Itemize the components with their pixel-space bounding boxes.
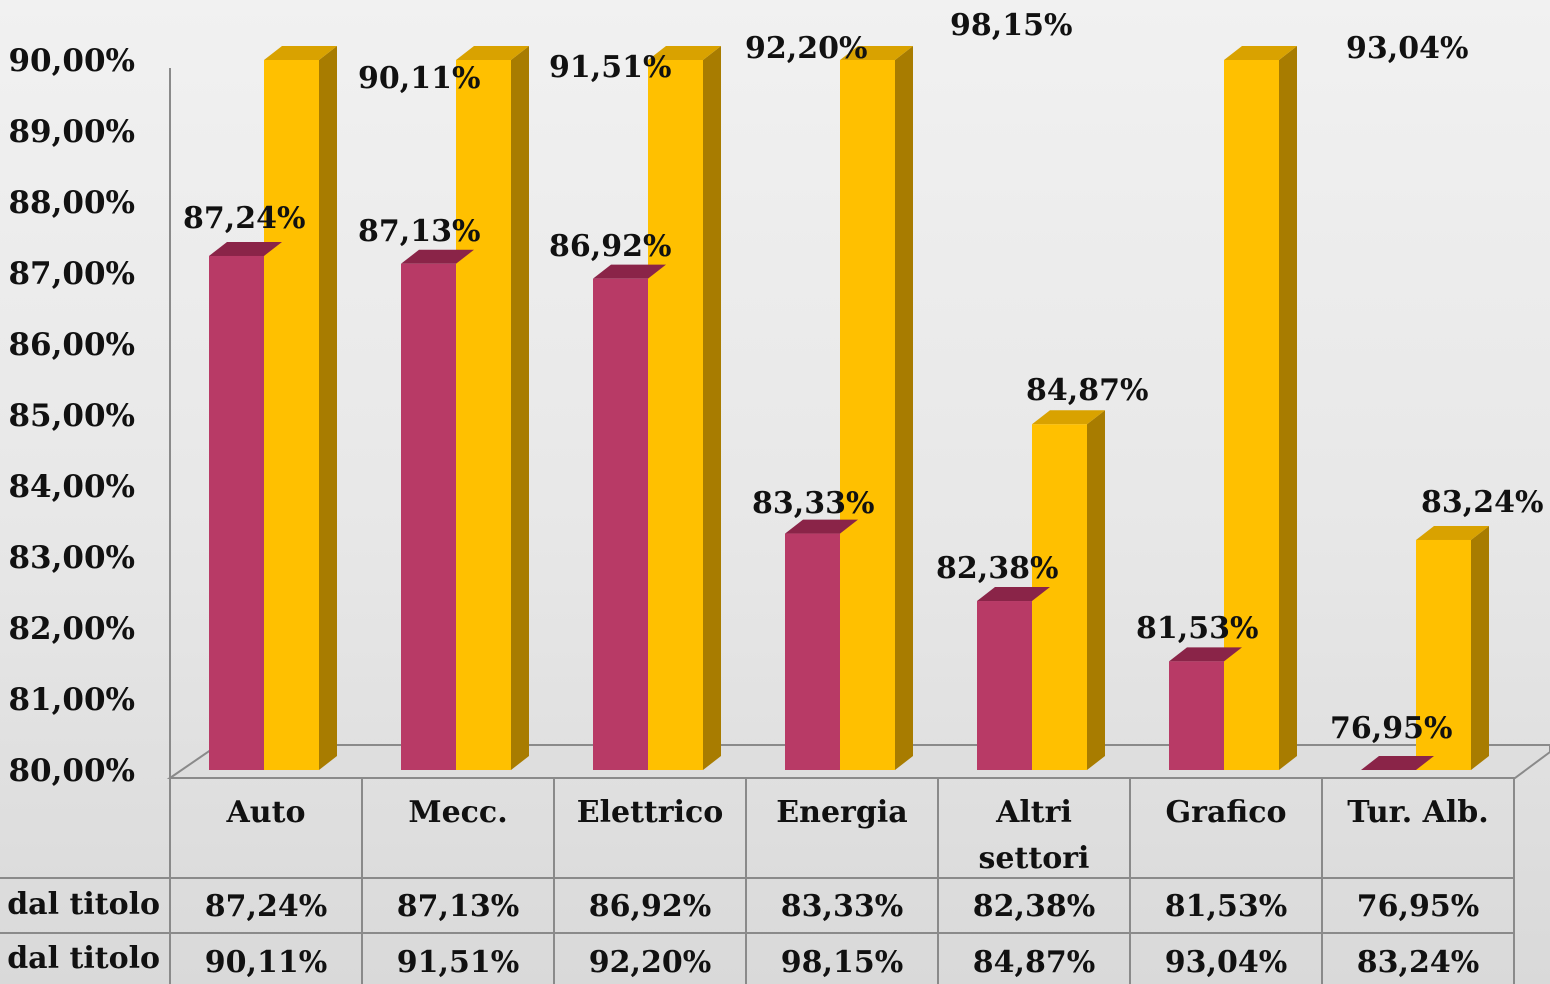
data-label-series-2: 90,11% (358, 61, 480, 96)
table-cell: 81,53% (1165, 889, 1287, 924)
table-cell: 87,13% (397, 889, 519, 924)
bar-side (511, 46, 529, 770)
y-tick-label: 84,00% (8, 469, 135, 505)
bar-series-1 (977, 601, 1032, 770)
bar-top (1032, 410, 1105, 425)
y-tick-label: 80,00% (8, 753, 135, 789)
bar-top (593, 264, 666, 279)
category-label: Tur. Alb. (1347, 795, 1488, 830)
bar-top (1416, 525, 1489, 540)
category-label: Energia (776, 795, 907, 830)
bar-series-1 (1169, 661, 1224, 770)
category-label: settori (979, 841, 1090, 876)
bar-top (1361, 756, 1434, 770)
data-label-series-1: 81,53% (1136, 611, 1258, 646)
bar-side (895, 46, 913, 770)
bar-top (209, 241, 282, 256)
bar-top (977, 587, 1050, 602)
data-label-series-2: 92,20% (745, 31, 867, 66)
bar-series-1 (209, 255, 264, 770)
bar-series-2 (264, 60, 319, 770)
y-tick-label: 88,00% (8, 185, 135, 221)
bar-series-1 (593, 278, 648, 770)
table-row-label: dal titolo (7, 887, 160, 922)
data-label-series-1: 86,92% (549, 229, 671, 264)
data-label-series-1: 82,38% (936, 551, 1058, 586)
data-label-series-1: 76,95% (1330, 711, 1452, 746)
bar-top (785, 519, 858, 534)
bar-side (1471, 525, 1489, 770)
bar-top (1169, 647, 1242, 662)
bar-series-2 (1032, 424, 1087, 770)
category-label: Altri (995, 795, 1072, 830)
table-cell: 90,11% (205, 945, 327, 980)
category-label: Auto (226, 795, 306, 830)
table-cell: 98,15% (781, 945, 903, 980)
table-cell: 87,24% (205, 889, 327, 924)
data-label-series-1: 83,33% (752, 486, 874, 521)
bar-top (401, 249, 474, 264)
category-label: Mecc. (408, 795, 507, 830)
bar-series-2 (1416, 539, 1471, 770)
data-label-series-2: 83,24% (1421, 485, 1543, 520)
category-label: Grafico (1166, 795, 1287, 830)
table-cell: 86,92% (589, 889, 711, 924)
table-cell: 83,33% (781, 889, 903, 924)
bar-series-2 (456, 60, 511, 770)
y-tick-label: 81,00% (8, 682, 135, 718)
bar-top (840, 46, 913, 60)
bar-series-2 (840, 60, 895, 770)
table-cell: 83,24% (1357, 945, 1479, 980)
table-row-label: dal titolo (7, 941, 160, 976)
data-label-series-1: 87,13% (358, 214, 480, 249)
bar-side (1279, 46, 1297, 770)
table-cell: 84,87% (973, 945, 1095, 980)
data-label-series-2: 91,51% (549, 50, 671, 85)
y-tick-label: 85,00% (8, 398, 135, 434)
bar-top (264, 46, 337, 60)
category-label: Elettrico (577, 795, 724, 830)
bar-series-2 (1224, 60, 1279, 770)
bar-top (648, 46, 721, 60)
y-tick-label: 83,00% (8, 540, 135, 576)
y-tick-label: 90,00% (8, 43, 135, 79)
data-label-series-1: 87,24% (183, 201, 305, 236)
bar-side (319, 46, 337, 770)
data-label-series-2: 98,15% (950, 8, 1072, 43)
table-cell: 92,20% (589, 945, 711, 980)
table-cell: 76,95% (1357, 889, 1479, 924)
bar-top (1224, 46, 1297, 60)
bar-side (1087, 410, 1105, 770)
bar-side (703, 46, 721, 770)
bar-top (456, 46, 529, 60)
bar-series-2 (648, 60, 703, 770)
bar-series-1 (785, 533, 840, 770)
y-tick-label: 86,00% (8, 327, 135, 363)
data-label-series-2: 93,04% (1346, 31, 1468, 66)
bar-series-1 (401, 263, 456, 770)
table-cell: 82,38% (973, 889, 1095, 924)
y-tick-label: 89,00% (8, 114, 135, 150)
data-label-series-2: 84,87% (1026, 373, 1148, 408)
table-cell: 91,51% (397, 945, 519, 980)
y-tick-label: 87,00% (8, 256, 135, 292)
y-tick-label: 82,00% (8, 611, 135, 647)
table-cell: 93,04% (1165, 945, 1287, 980)
